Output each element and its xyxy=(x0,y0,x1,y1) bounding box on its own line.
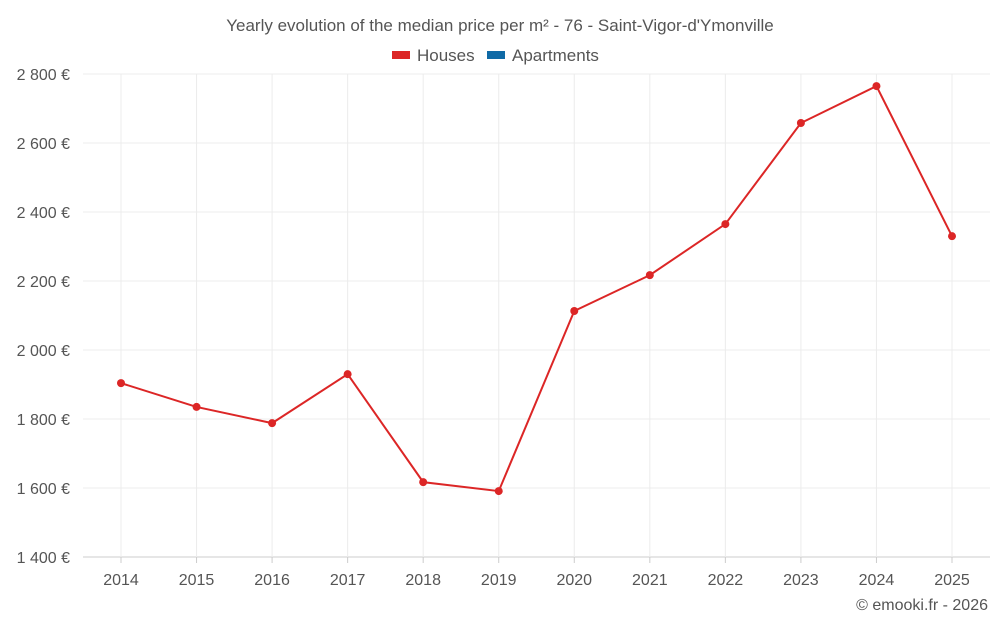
legend-item-apartments[interactable]: Apartments xyxy=(487,46,599,65)
series-line-houses xyxy=(120,84,953,493)
y-tick-label: 2 200 € xyxy=(17,274,70,291)
data-point[interactable] xyxy=(192,402,201,411)
legend-label: Apartments xyxy=(512,46,599,65)
chart-title: Yearly evolution of the median price per… xyxy=(226,16,774,35)
data-point[interactable] xyxy=(343,370,352,379)
data-point[interactable] xyxy=(721,220,730,229)
y-tick-label: 2 800 € xyxy=(17,67,70,84)
legend: Houses Apartments xyxy=(392,46,599,65)
y-tick-label: 2 400 € xyxy=(17,205,70,222)
data-point[interactable] xyxy=(948,232,956,241)
x-axis: 2014 2015 2016 2017 2018 2019 2020 2021 2022 2023… xyxy=(103,557,970,589)
credit-text: © emooki.fr - 2026 xyxy=(856,597,988,614)
x-tick-label: 2023 xyxy=(783,572,819,589)
y-tick-label: 2 000 € xyxy=(17,343,70,360)
data-point[interactable] xyxy=(872,82,881,91)
x-tick-label: 2021 xyxy=(632,572,668,589)
series-group xyxy=(117,82,956,496)
x-tick-label: 2019 xyxy=(481,572,517,589)
x-tick-label: 2024 xyxy=(859,572,895,589)
x-tick-label: 2015 xyxy=(179,572,215,589)
y-tick-label: 1 600 € xyxy=(17,481,70,498)
data-point[interactable] xyxy=(268,419,277,428)
legend-item-houses[interactable]: Houses xyxy=(392,46,475,65)
x-tick-label: 2017 xyxy=(330,572,366,589)
y-axis: 1 400 € 1 600 € 1 800 € 2 000 € 2 200 € 2 400… xyxy=(17,67,70,567)
x-tick-label: 2020 xyxy=(556,572,592,589)
legend-swatch xyxy=(487,51,505,59)
data-point[interactable] xyxy=(419,478,428,487)
grid xyxy=(83,73,990,558)
x-tick-label: 2025 xyxy=(934,572,970,589)
legend-label: Houses xyxy=(417,46,475,65)
legend-swatch xyxy=(392,51,410,59)
data-point[interactable] xyxy=(645,271,654,280)
data-point[interactable] xyxy=(117,379,125,388)
x-tick-label: 2018 xyxy=(405,572,441,589)
x-tick-label: 2022 xyxy=(708,572,744,589)
y-tick-label: 1 400 € xyxy=(17,550,70,567)
x-tick-label: 2016 xyxy=(254,572,290,589)
data-point[interactable] xyxy=(494,487,503,496)
y-tick-label: 1 800 € xyxy=(17,412,70,429)
y-tick-label: 2 600 € xyxy=(17,136,70,153)
x-tick-label: 2014 xyxy=(103,572,139,589)
data-point[interactable] xyxy=(570,307,579,316)
data-point[interactable] xyxy=(796,118,805,127)
